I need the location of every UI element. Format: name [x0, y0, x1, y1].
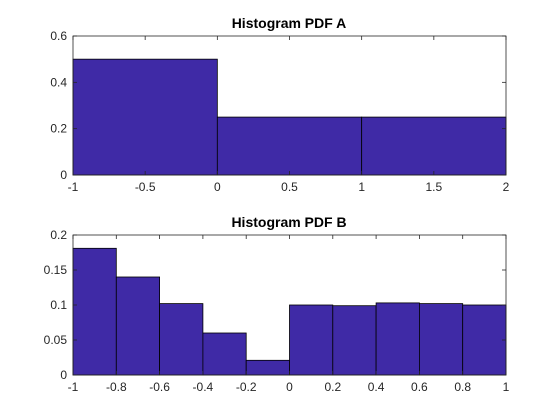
histogram-a-xtick-label-3: 0.5: [281, 180, 298, 194]
histogram-b-bar-9: [462, 304, 507, 376]
histogram-b-bar-7: [375, 302, 420, 376]
histogram-b-xtick-label-1: -0.8: [106, 380, 127, 394]
histogram-b-bar-1: [115, 276, 161, 376]
histogram-a-ytick-label-3: 0.6: [50, 29, 67, 43]
histogram-b-xtick-label-5: 0: [286, 380, 293, 394]
histogram-b-xtick-label-7: 0.4: [368, 380, 385, 394]
histogram-b-bar-8: [418, 303, 464, 376]
histogram-b-ytick-label-3: 0.15: [44, 263, 68, 277]
histogram-a-panel: Histogram PDF A -1 -0.5 0 0.5 1 1.5 2 0 0.2 0.4 0.…: [50, 15, 509, 194]
histogram-b-xtick-label-3: -0.4: [193, 380, 214, 394]
histogram-a-xtick-label-4: 1: [358, 180, 365, 194]
histogram-b-title: Histogram PDF B: [231, 214, 346, 230]
histogram-a-ytick-label-1: 0.2: [50, 122, 67, 136]
histogram-a-bar-2: [361, 116, 507, 176]
histogram-b-xtick-label-6: 0.2: [324, 380, 341, 394]
histogram-b-xtick-label-0: -1: [68, 380, 79, 394]
histogram-b-xtick-label-8: 0.6: [411, 380, 428, 394]
histogram-b-bar-5: [289, 304, 334, 376]
histogram-a-ytick-label-2: 0.4: [50, 75, 67, 89]
histogram-a-xtick-label-0: -1: [68, 180, 79, 194]
histogram-b-panel: Histogram PDF B -1 -0.8 -0.6 -0.4 -0.2 0 0.2 0.…: [44, 214, 510, 394]
histogram-b-bar-6: [332, 305, 377, 376]
histogram-b-ytick-label-0: 0: [60, 368, 67, 382]
histogram-a-ticks: -1 -0.5 0 0.5 1 1.5 2 0 0.2 0.4 0.6: [50, 29, 509, 194]
histogram-b-ytick-label-2: 0.1: [50, 298, 67, 312]
histogram-b-ytick-label-1: 0.05: [44, 333, 68, 347]
histogram-a-bar-1: [216, 116, 363, 176]
histogram-a-xtick-label-5: 1.5: [425, 180, 442, 194]
histogram-a-ytick-label-0: 0: [60, 168, 67, 182]
histogram-a-bar-0: [72, 58, 218, 176]
histogram-b-xtick-label-2: -0.6: [149, 380, 170, 394]
histogram-b-ytick-label-4: 0.2: [50, 228, 67, 242]
histogram-a-xtick-label-1: -0.5: [135, 180, 156, 194]
histogram-b-xtick-label-4: -0.2: [236, 380, 257, 394]
histogram-b-bar-0: [72, 247, 117, 376]
histogram-b-bar-4: [245, 359, 290, 376]
histogram-a-xtick-label-2: 0: [214, 180, 221, 194]
histogram-a-title: Histogram PDF A: [232, 15, 347, 31]
histogram-b-bars: [72, 247, 507, 376]
histogram-b-bar-2: [159, 303, 204, 376]
histogram-b-bar-3: [202, 332, 247, 376]
histogram-b-xtick-label-10: 1: [503, 380, 510, 394]
histogram-b-xtick-label-9: 0.8: [454, 380, 471, 394]
histogram-a-xtick-label-6: 2: [503, 180, 510, 194]
histogram-b-ticks: -1 -0.8 -0.6 -0.4 -0.2 0 0.2 0.4 0.6 0.8 1 0 0.05 0.1…: [44, 228, 510, 394]
histogram-a-bars: [72, 58, 507, 176]
